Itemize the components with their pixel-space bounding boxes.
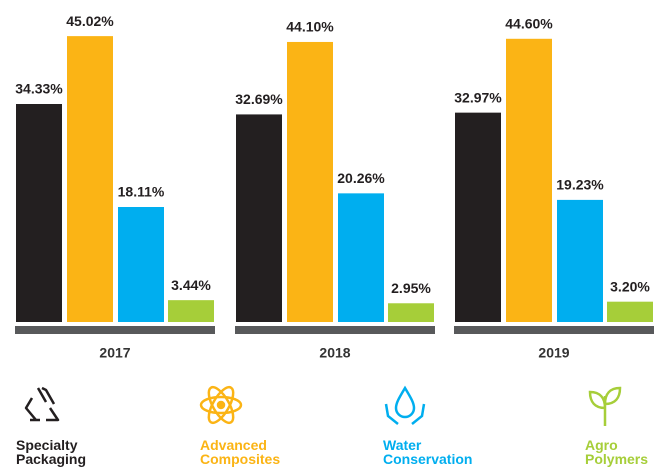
- axis-bar: [454, 326, 654, 334]
- value-label: 45.02%: [66, 13, 114, 29]
- bar: [287, 41, 333, 323]
- value-label: 32.97%: [454, 89, 502, 105]
- legend-label: Agro Polymers: [585, 437, 649, 467]
- x-tick-label: 2017: [99, 345, 130, 361]
- bar: [168, 300, 214, 322]
- value-label: 2.95%: [391, 280, 431, 296]
- value-label: 18.11%: [118, 184, 165, 200]
- value-label: 3.44%: [171, 277, 211, 293]
- icon-water: [384, 385, 426, 425]
- x-tick-label: 2018: [319, 345, 350, 361]
- bar: [118, 207, 164, 322]
- value-label: 32.69%: [235, 91, 283, 107]
- bar: [236, 114, 282, 322]
- icon-plant: [588, 386, 622, 426]
- x-tick-label: 2019: [538, 345, 569, 361]
- value-label: 19.23%: [556, 177, 604, 193]
- axis-bar: [15, 326, 215, 334]
- value-label: 44.60%: [505, 15, 553, 31]
- bar: [506, 38, 552, 322]
- legend-label: Specialty Packaging: [16, 437, 87, 467]
- bar: [557, 199, 603, 322]
- legend-label: Water Conservation: [383, 437, 473, 467]
- icon-atom: [199, 385, 243, 425]
- legend-label: Advanced Composites: [200, 437, 281, 467]
- icon-recycle: [24, 386, 60, 422]
- value-label: 44.10%: [286, 19, 334, 35]
- value-label: 34.33%: [15, 81, 63, 97]
- bar: [16, 104, 62, 322]
- bar: [67, 36, 113, 323]
- value-label: 3.20%: [610, 278, 650, 294]
- bar: [607, 301, 653, 322]
- bar: [338, 193, 384, 322]
- bar: [388, 303, 434, 322]
- value-label: 20.26%: [337, 170, 385, 186]
- bar: [455, 112, 501, 322]
- axis-bar: [235, 326, 435, 334]
